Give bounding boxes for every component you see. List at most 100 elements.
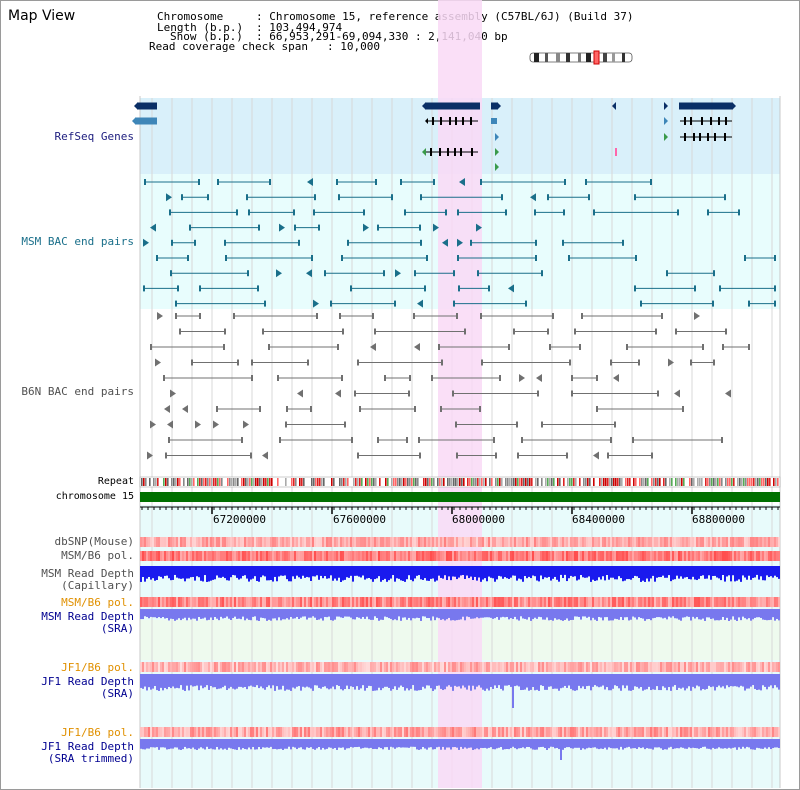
pol-cell [436, 537, 438, 547]
track-label-msm-bac[interactable]: MSM BAC end pairs [21, 235, 134, 248]
depth-bar [588, 609, 590, 617]
strand-arrow [664, 133, 668, 141]
repeat-element [513, 478, 515, 486]
pol-cell [504, 597, 506, 607]
ideogram-band [622, 53, 625, 62]
depth-bar [154, 739, 156, 748]
pol-cell [288, 662, 290, 672]
repeat-element [727, 478, 729, 486]
pol-cell [522, 537, 524, 547]
pol-cell [416, 597, 418, 607]
pol-cell [324, 727, 326, 737]
pol-cell [206, 551, 208, 561]
pol-cell [624, 662, 626, 672]
track-label-jf1-depth-trimmed[interactable]: JF1 Read Depth [41, 740, 134, 753]
depth-spike [512, 674, 514, 708]
repeat-element [749, 478, 751, 486]
depth-bar [554, 566, 556, 577]
depth-bar [460, 609, 462, 620]
track-label-jf1-b6-pol-trimmed[interactable]: JF1/B6 pol. [61, 726, 134, 739]
depth-bar [486, 739, 488, 749]
depth-bar [248, 674, 250, 687]
pol-cell [376, 551, 378, 561]
repeat-element [525, 478, 527, 486]
depth-bar [312, 674, 314, 691]
bac-end-marker [426, 255, 428, 261]
pol-cell [580, 537, 582, 547]
pol-cell [172, 727, 174, 737]
pol-cell [756, 551, 758, 561]
track-label-msm-b6-pol-sra[interactable]: MSM/B6 pol. [61, 596, 134, 609]
pol-cell [658, 551, 660, 561]
pol-cell [184, 537, 186, 547]
depth-bar [354, 566, 356, 576]
depth-bar [448, 739, 450, 748]
pol-cell [376, 537, 378, 547]
pol-cell [632, 537, 634, 547]
pol-cell [220, 727, 222, 737]
pol-cell [506, 662, 508, 672]
ideogram-band [603, 53, 607, 62]
pol-cell [402, 662, 404, 672]
bac-end-marker [581, 313, 583, 319]
pol-cell [682, 551, 684, 561]
track-label-msm-b6-pol[interactable]: MSM/B6 pol. [61, 549, 134, 562]
track-label-msm-depth-sra[interactable]: MSM Read Depth [41, 610, 134, 623]
pol-cell [294, 597, 296, 607]
bac-end-marker [236, 209, 238, 216]
repeat-element [605, 478, 607, 486]
pol-cell [592, 551, 594, 561]
depth-bar [420, 674, 422, 691]
track-label-msm-depth-capillary[interactable]: MSM Read Depth [41, 567, 134, 580]
pol-cell [322, 551, 324, 561]
pol-cell [682, 597, 684, 607]
pol-cell [692, 727, 694, 737]
depth-bar [142, 674, 144, 689]
track-label-jf1-b6-pol[interactable]: JF1/B6 pol. [61, 661, 134, 674]
depth-bar [738, 566, 740, 580]
pol-cell [282, 597, 284, 607]
pol-cell [474, 537, 476, 547]
depth-bar [406, 609, 408, 620]
track-label-dbsnp[interactable]: dbSNP(Mouse) [54, 535, 134, 548]
depth-bar [500, 566, 502, 577]
pol-cell [266, 662, 268, 672]
track-label-refseq-genes[interactable]: RefSeq Genes [54, 130, 134, 143]
depth-bar [570, 609, 572, 621]
pol-cell [772, 727, 774, 737]
depth-bar [614, 674, 616, 686]
pol-cell [544, 727, 546, 737]
pol-cell [286, 597, 288, 607]
pol-cell [302, 727, 304, 737]
depth-bar [710, 566, 712, 580]
depth-bar [626, 674, 628, 686]
depth-bar [436, 566, 438, 581]
pol-cell [716, 597, 718, 607]
pol-cell [426, 727, 428, 737]
pol-cell [752, 537, 754, 547]
track-label-jf1-depth-sra[interactable]: JF1 Read Depth [41, 675, 134, 688]
depth-bar [718, 609, 720, 621]
depth-bar [278, 566, 280, 577]
depth-bar [318, 739, 320, 747]
bac-end-marker [433, 179, 435, 185]
pol-cell [700, 662, 702, 672]
depth-bar [156, 609, 158, 619]
pol-cell [226, 537, 228, 547]
depth-bar [162, 674, 164, 691]
strand-arrow [495, 148, 499, 156]
pol-cell [144, 537, 146, 547]
pol-cell [368, 727, 370, 737]
pol-cell [460, 597, 462, 607]
depth-bar [490, 739, 492, 748]
depth-bar [716, 609, 718, 621]
pol-cell [318, 662, 320, 672]
pol-cell [524, 727, 526, 737]
pol-cell [742, 662, 744, 672]
depth-bar [226, 566, 228, 581]
pol-cell [158, 537, 160, 547]
track-label-b6n-bac[interactable]: B6N BAC end pairs [21, 385, 134, 398]
pol-cell [520, 727, 522, 737]
